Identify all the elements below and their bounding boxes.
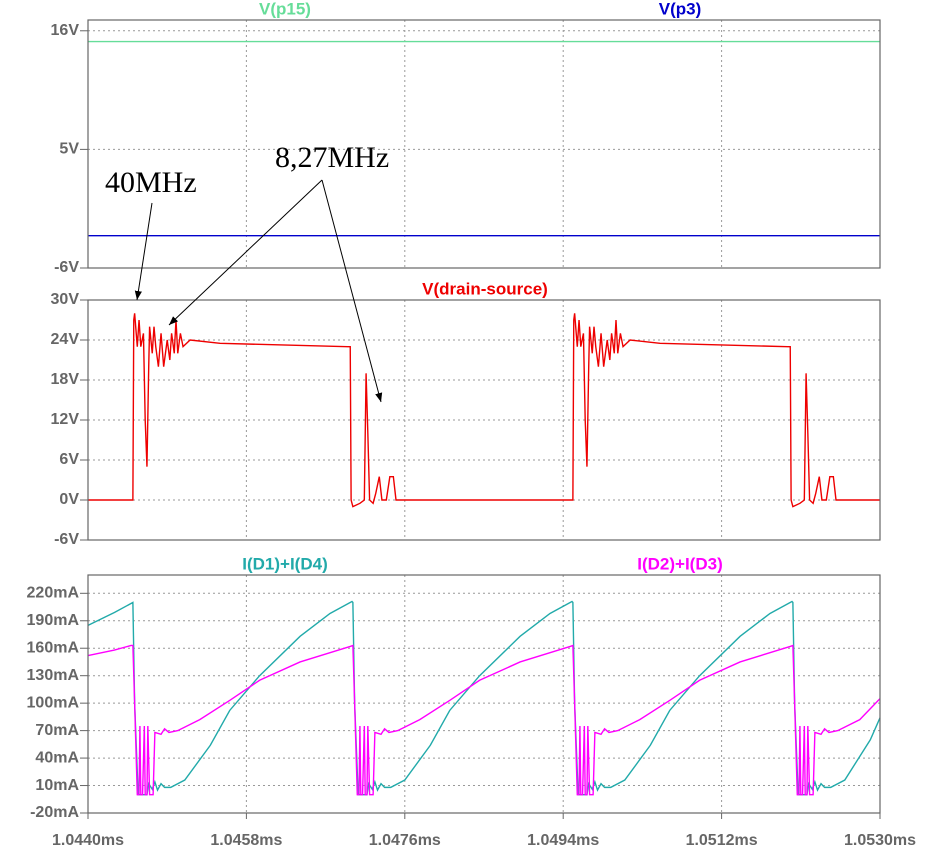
plot-frame xyxy=(87,299,881,541)
y-tick-label: 130mA xyxy=(27,667,80,684)
y-tick-label: 16V xyxy=(51,22,80,39)
x-tick-label: 1.0494ms xyxy=(527,832,599,849)
legend-entry: I(D1)+I(D4) xyxy=(242,554,327,573)
arrow xyxy=(168,179,323,326)
y-tick-label: 30V xyxy=(51,291,80,308)
y-tick-label: 70mA xyxy=(35,722,79,739)
x-tick-label: 1.0458ms xyxy=(210,832,282,849)
y-tick-label: 10mA xyxy=(35,777,79,794)
trace xyxy=(87,644,881,796)
x-tick-label: 1.0476ms xyxy=(369,832,441,849)
arrow xyxy=(321,179,383,403)
trace xyxy=(87,600,881,796)
y-tick-label: 18V xyxy=(51,371,80,388)
plots: 16V 5V -6V V(p15) V(p3) 30V 24V 18V 12V 6V 0V -6V V(… xyxy=(27,0,917,849)
y-tick-label: -6V xyxy=(54,531,79,548)
annotation: 40MHz xyxy=(105,166,197,199)
y-tick-label: 160mA xyxy=(27,639,80,656)
y-tick-label: 40mA xyxy=(35,749,79,766)
annotation-arrows xyxy=(134,179,383,403)
trace xyxy=(88,313,880,508)
y-tick-label: 6V xyxy=(59,451,79,468)
y-tick-label: 100mA xyxy=(27,694,80,711)
x-tick-label: 1.0512ms xyxy=(686,832,758,849)
legend-entry: V(p15) xyxy=(259,0,311,18)
annotation: 8,27MHz xyxy=(275,141,389,174)
y-tick-label: -6V xyxy=(54,259,79,276)
y-tick-label: 0V xyxy=(59,491,79,508)
plot-frame xyxy=(87,574,881,814)
y-tick-label: 24V xyxy=(51,331,80,348)
legend-entry: V(drain-source) xyxy=(422,279,548,298)
y-tick-label: 12V xyxy=(51,411,80,428)
plot-frame xyxy=(87,19,881,269)
x-tick-label: 1.0440ms xyxy=(52,832,124,849)
legend-entry: I(D2)+I(D3) xyxy=(637,554,722,573)
y-tick-label: 220mA xyxy=(27,585,80,602)
y-tick-label: 190mA xyxy=(27,612,80,629)
x-tick-label: 1.0530ms xyxy=(844,832,916,849)
y-tick-label: -20mA xyxy=(30,804,79,821)
y-tick-label: 5V xyxy=(59,141,79,158)
legend-entry: V(p3) xyxy=(659,0,702,18)
arrow xyxy=(134,202,153,301)
